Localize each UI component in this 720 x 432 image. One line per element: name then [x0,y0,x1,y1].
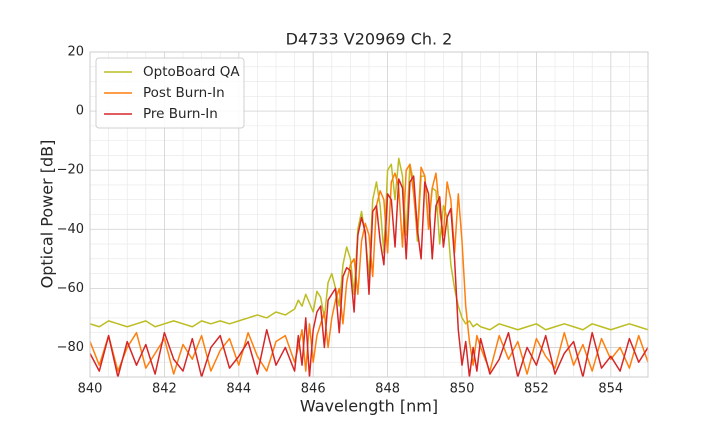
y-tick-label: 20 [67,45,84,60]
legend-box [95,57,245,129]
x-tick-label: 846 [301,382,326,397]
y-tick-label: 0 [76,104,84,119]
legend-label: Post Burn-In [143,85,225,101]
legend: OptoBoard QA Post Burn-In Pre Burn-In [95,57,245,129]
series-line [90,175,648,377]
legend-label: Pre Burn-In [143,106,218,122]
legend-label: OptoBoard QA [143,64,240,80]
x-tick-label: 840 [78,382,103,397]
x-tick-label: 850 [450,382,475,397]
x-tick-label: 854 [598,382,623,397]
y-tick-label: −40 [57,222,84,237]
x-tick-label: 852 [524,382,549,397]
series-line [90,163,648,375]
x-tick-label: 842 [152,382,177,397]
y-tick-label: −20 [57,163,84,178]
x-tick-label: 848 [375,382,400,397]
x-axis-label: Wavelength [nm] [300,397,438,416]
plot-frame [89,51,649,378]
y-tick-label: −80 [57,340,84,355]
plot-area [90,157,648,377]
chart-title: D4733 V20969 Ch. 2 [286,30,453,49]
series-line [90,157,648,331]
y-axis-label: Optical Power [dB] [38,140,57,289]
x-tick-label: 844 [226,382,251,397]
y-tick-label: −60 [57,281,84,296]
